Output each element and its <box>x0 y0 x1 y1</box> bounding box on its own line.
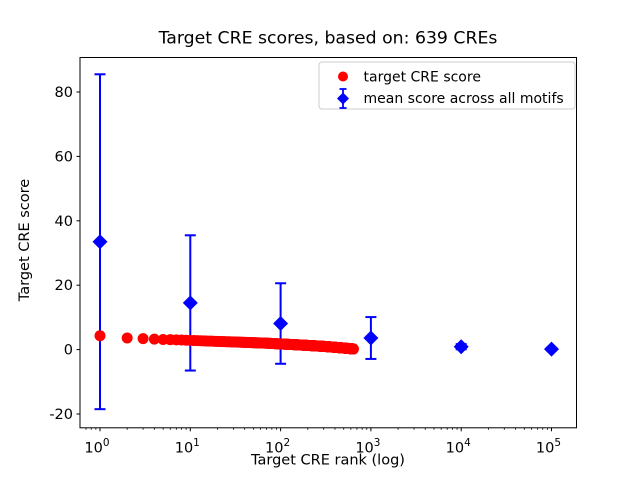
y-axis-ticks: -20 0 20 40 60 80 <box>49 85 80 423</box>
y-tick-label: 0 <box>64 343 73 359</box>
mean-score-legend-marker-icon <box>337 88 349 109</box>
y-tick-label: 60 <box>55 149 73 165</box>
y-tick-label: -20 <box>49 407 73 423</box>
x-tick-label: 101 <box>175 437 200 457</box>
x-tick-label: 103 <box>355 437 380 457</box>
chart-title: Target CRE scores, based on: 639 CREs <box>158 29 498 49</box>
target-score-legend-marker-icon <box>338 71 348 82</box>
x-axis-label: Target CRE rank (log) <box>250 453 405 469</box>
target-score-series <box>94 330 359 355</box>
mean-score-point <box>273 316 289 332</box>
y-axis-label: Target CRE score <box>17 179 33 302</box>
y-tick-label: 20 <box>55 278 73 294</box>
mean-score-point <box>363 330 379 346</box>
mean-score-series <box>92 73 559 411</box>
x-tick-label: 104 <box>446 437 471 457</box>
x-tick-label: 100 <box>84 437 109 457</box>
legend-label-mean-score: mean score across all motifs <box>364 91 564 107</box>
mean-score-point <box>92 234 108 250</box>
x-axis-ticks: 100 101 102 103 104 105 <box>84 427 561 457</box>
mean-score-point <box>453 339 469 355</box>
y-tick-label: 80 <box>55 85 73 101</box>
mean-score-point <box>182 295 198 311</box>
y-tick-label: 40 <box>55 214 73 230</box>
mean-score-point <box>544 341 559 357</box>
x-tick-label: 102 <box>265 437 290 457</box>
axes-frame <box>79 57 577 429</box>
x-tick-label: 105 <box>536 437 561 457</box>
legend-box <box>318 61 576 110</box>
legend-label-target-cre-score: target CRE score <box>364 70 481 86</box>
legend: target CRE score mean score across all m… <box>318 61 576 110</box>
